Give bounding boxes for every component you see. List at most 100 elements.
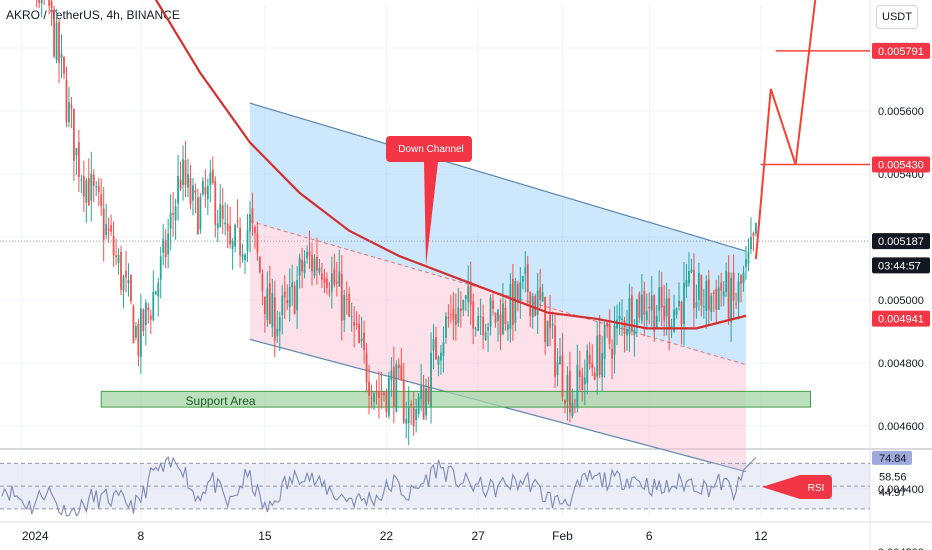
candle-body [184, 160, 187, 185]
candle-body [665, 298, 668, 317]
candle-body [117, 254, 120, 263]
candle-body [112, 235, 115, 256]
candle-body [132, 306, 135, 344]
candle-body [678, 300, 680, 306]
price-label-box [872, 310, 930, 327]
candle-body [437, 356, 440, 365]
y-tick-label: 0.004800 [878, 358, 924, 370]
candle-body [82, 176, 85, 197]
candle-body [194, 190, 197, 193]
candle-body [474, 328, 477, 330]
candle-body [412, 407, 415, 427]
candle-body [675, 308, 678, 315]
candle-body [556, 362, 559, 376]
candle-body [435, 336, 437, 360]
candle-body [333, 268, 336, 285]
candle-body [715, 288, 718, 310]
candle-body [75, 148, 78, 156]
rsi-callout [762, 475, 832, 499]
candle-body [482, 316, 485, 336]
y-tick-label: 0.004600 [878, 421, 924, 433]
candle-body [566, 375, 569, 403]
candle-body [244, 254, 246, 261]
rsi-line [1, 455, 757, 517]
candle-body [385, 390, 388, 412]
candle-body [350, 316, 353, 318]
candle-body [92, 174, 95, 186]
candle-body [427, 386, 430, 402]
candle-body [440, 352, 442, 361]
candle-body [727, 272, 730, 319]
candle-body [80, 179, 83, 181]
candle-body [214, 181, 217, 225]
candle-body [576, 364, 579, 407]
candle-body [445, 316, 447, 338]
candle-body [368, 381, 370, 396]
candle-body [477, 316, 480, 331]
candle-body [395, 364, 398, 412]
candle-body [365, 353, 368, 383]
candle-body [747, 251, 750, 264]
price-label-box [872, 42, 930, 59]
candle-body [430, 352, 432, 408]
candle-body [318, 267, 321, 273]
price-label-text: 0.005187 [878, 236, 924, 248]
candle-body [303, 261, 306, 273]
candle-body [683, 282, 685, 324]
candle-body [360, 338, 363, 342]
candle-body [524, 267, 527, 274]
candle-body [626, 328, 628, 336]
rsi-value-label: 74.84 [879, 453, 907, 465]
candle-body [628, 298, 631, 335]
candle-body [48, 0, 51, 6]
x-tick-label: 22 [380, 529, 394, 543]
candle-body [40, 0, 43, 4]
candle-body [420, 385, 423, 399]
candle-body [583, 377, 586, 385]
candle-body [573, 400, 576, 402]
candle-body [105, 224, 108, 235]
candle-body [355, 323, 358, 325]
candle-body [229, 225, 232, 245]
candle-body [313, 258, 316, 276]
rsi-value-label: 44.97 [879, 487, 907, 499]
candle-body [85, 180, 88, 203]
candle-body [479, 316, 482, 318]
x-tick-label: 12 [754, 529, 768, 543]
candle-body [643, 290, 646, 315]
candle-body [462, 299, 465, 310]
candle-body [231, 240, 234, 249]
candle-body [122, 276, 125, 291]
candle-body [635, 299, 638, 328]
candle-body [449, 313, 452, 315]
candle-body [102, 208, 105, 240]
candle-body [519, 282, 522, 301]
candle-body [209, 172, 212, 186]
candle-body [221, 205, 224, 220]
price-label-box [872, 233, 930, 250]
candle-body [400, 365, 403, 381]
candle-body [539, 287, 542, 300]
candle-body [415, 408, 418, 421]
price-label-text: 03:44:57 [878, 260, 921, 272]
candle-body [578, 370, 581, 377]
candle-body [199, 196, 202, 230]
candle-body [330, 273, 333, 292]
candle-body [177, 176, 179, 204]
y-tick-label: 0.004200 [878, 547, 924, 550]
candle-body [68, 101, 70, 123]
candle-body [226, 223, 229, 231]
candle-body [705, 280, 708, 311]
candle-body [211, 169, 214, 183]
candle-body [407, 406, 410, 424]
candle-body [338, 271, 341, 287]
candle-body [742, 272, 745, 283]
currency-button[interactable]: USDT [876, 5, 918, 29]
candle-body [516, 283, 519, 303]
candle-body [174, 206, 177, 221]
candle-body [139, 308, 142, 357]
x-tick-label: 15 [258, 529, 272, 543]
candle-body [152, 292, 155, 320]
candle-body [167, 233, 170, 255]
